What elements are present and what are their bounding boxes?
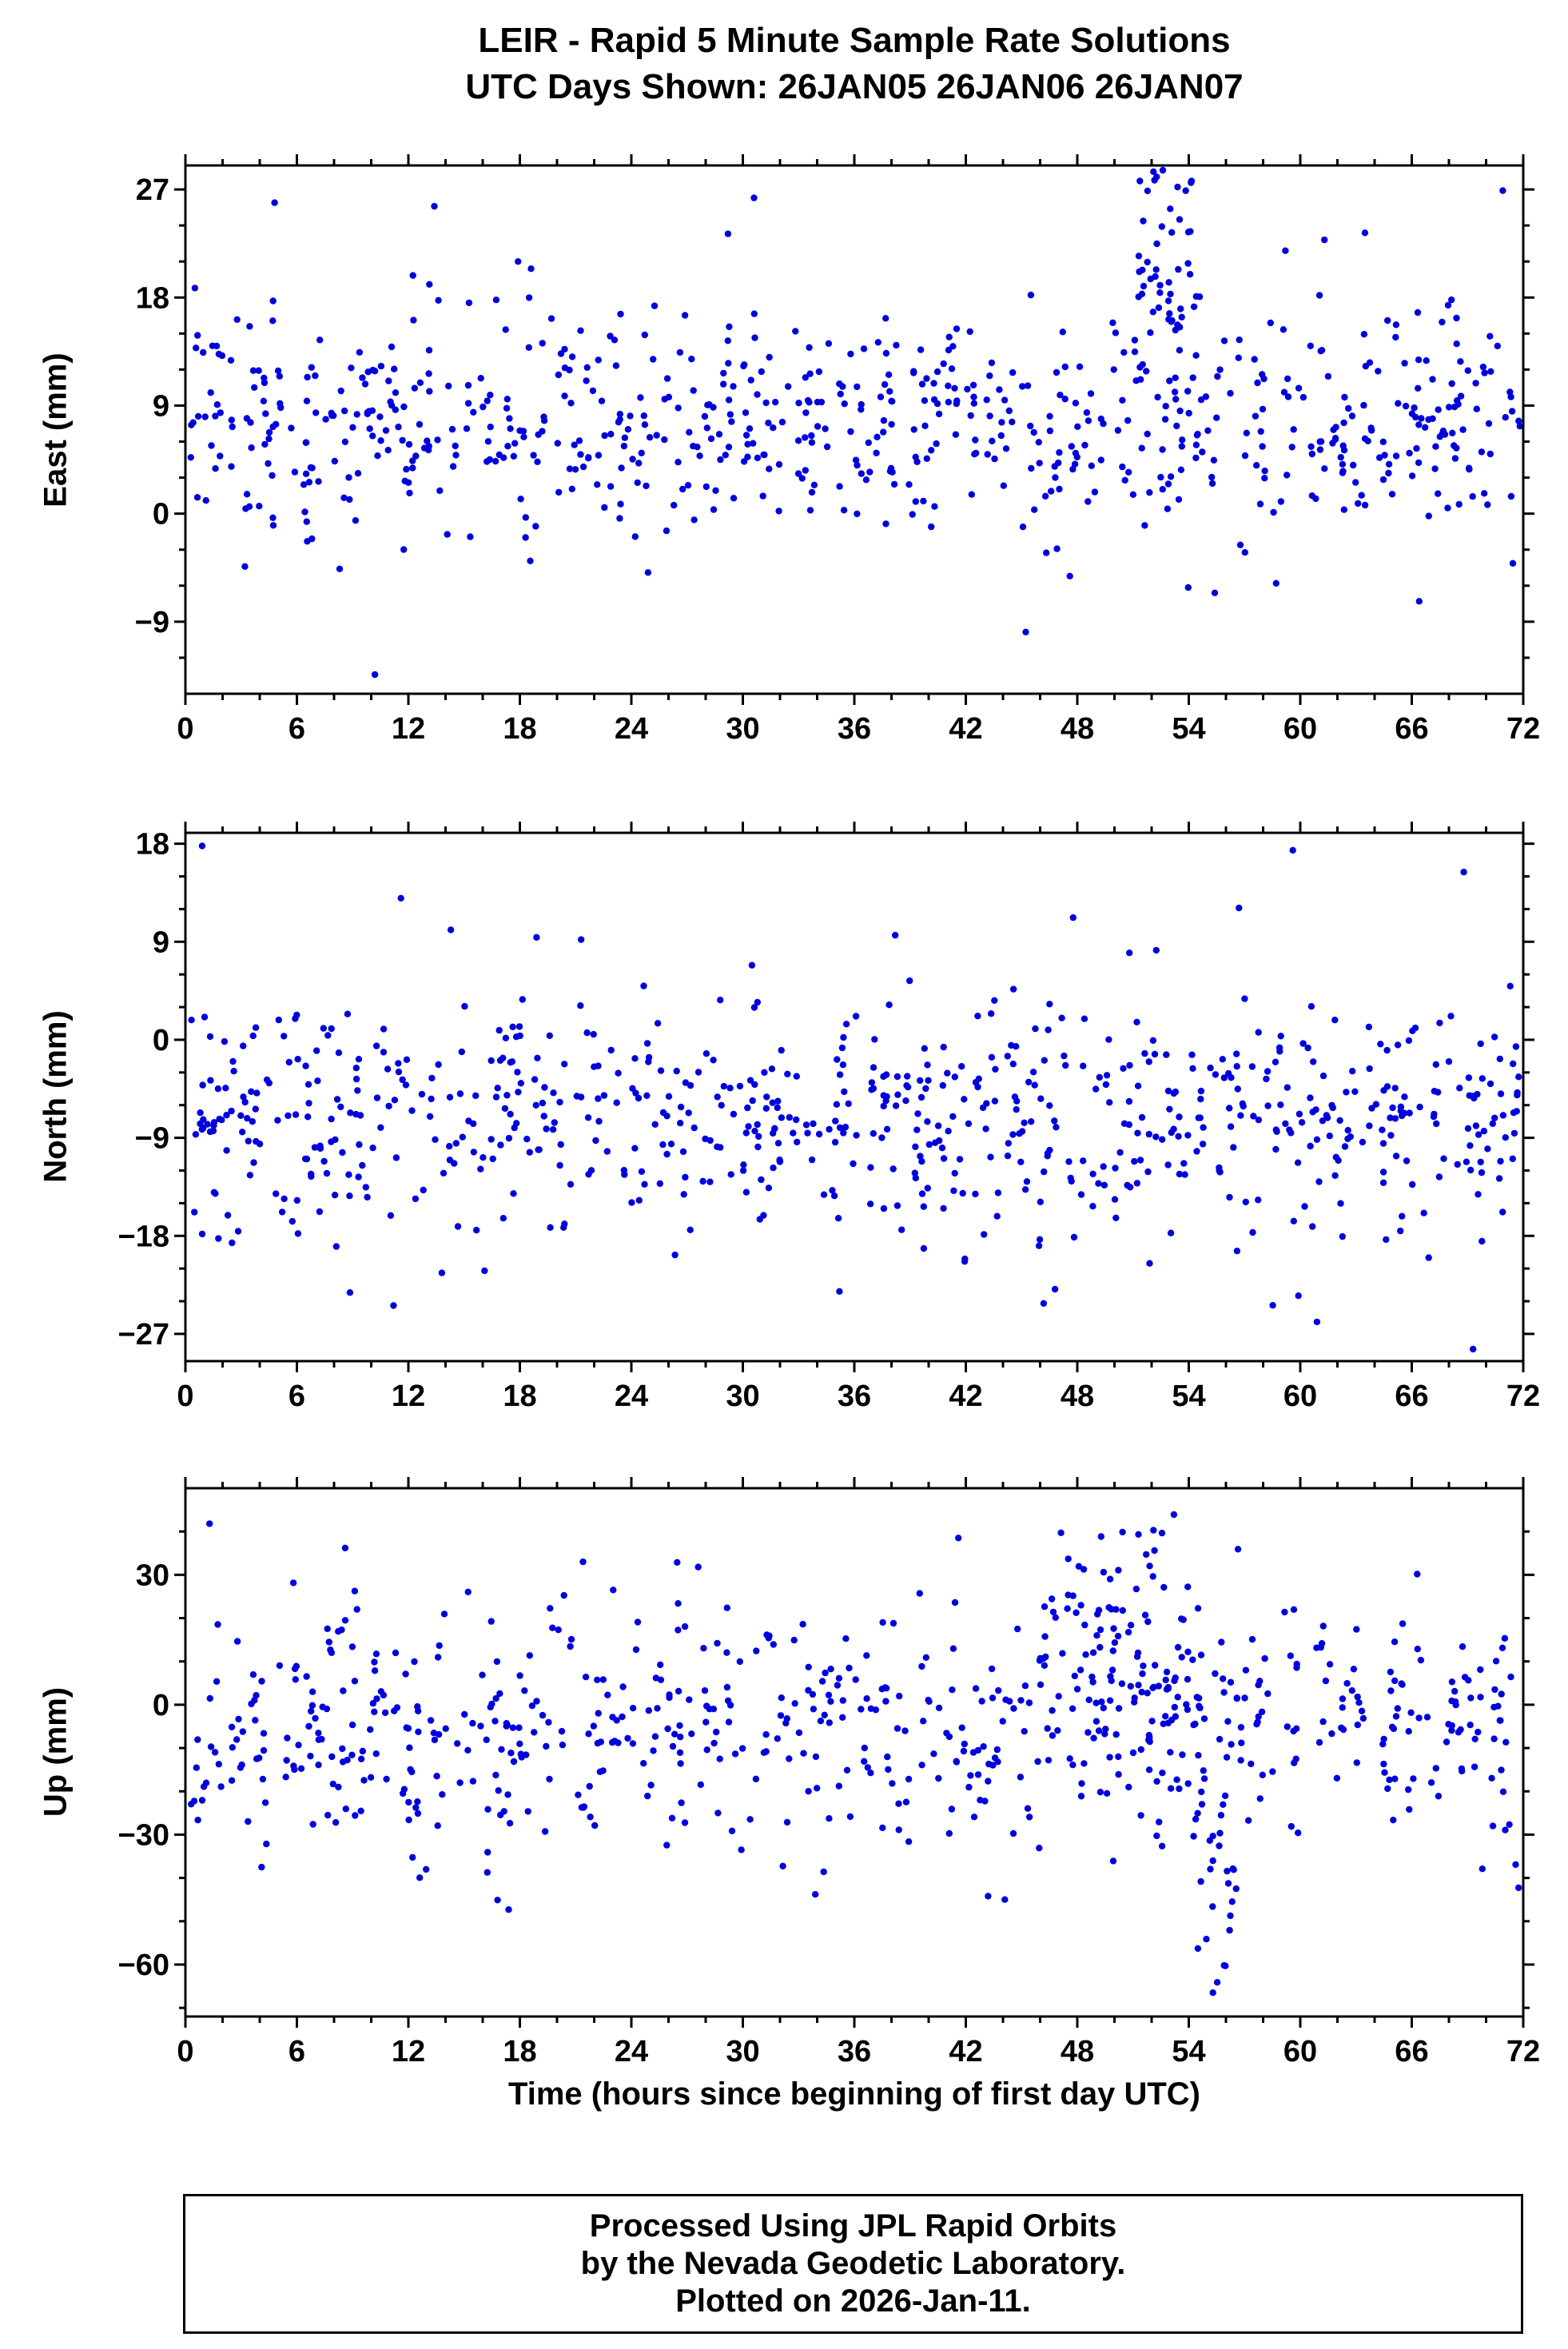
footer-line1: Processed Using JPL Rapid Orbits xyxy=(589,2208,1117,2243)
svg-text:48: 48 xyxy=(1061,712,1094,746)
svg-text:27: 27 xyxy=(136,173,169,207)
north-axis-label: North (mm) xyxy=(38,1010,74,1183)
svg-text:72: 72 xyxy=(1506,712,1540,746)
svg-text:0: 0 xyxy=(177,2035,193,2068)
panel-east: 0 6 12 18 24 30 36 42 48 54 60 66 72 −9 0 9 18 27 xyxy=(135,154,1540,746)
svg-text:72: 72 xyxy=(1506,1380,1540,1413)
svg-text:18: 18 xyxy=(503,1380,536,1413)
footer-line3: Plotted on 2026-Jan-11. xyxy=(675,2283,1031,2319)
svg-text:−60: −60 xyxy=(118,1949,169,1982)
svg-text:24: 24 xyxy=(615,1380,648,1413)
svg-text:24: 24 xyxy=(615,712,648,746)
svg-text:0: 0 xyxy=(153,498,169,532)
svg-text:66: 66 xyxy=(1395,712,1428,746)
svg-text:66: 66 xyxy=(1395,2035,1428,2068)
svg-text:18: 18 xyxy=(136,828,169,862)
svg-text:36: 36 xyxy=(838,712,871,746)
svg-text:18: 18 xyxy=(503,712,536,746)
svg-text:48: 48 xyxy=(1061,2035,1094,2068)
svg-text:0: 0 xyxy=(177,712,193,746)
up-frame xyxy=(184,1487,1525,2018)
svg-text:30: 30 xyxy=(726,2035,759,2068)
svg-text:6: 6 xyxy=(289,1380,305,1413)
svg-text:−18: −18 xyxy=(118,1220,169,1253)
footer-line2: by the Nevada Geodetic Laboratory. xyxy=(580,2246,1126,2281)
svg-text:18: 18 xyxy=(136,281,169,315)
svg-text:42: 42 xyxy=(949,712,982,746)
north-tick-labels: 0 6 12 18 24 30 36 42 48 54 60 66 72 −27 −18 −9 0 9 18 xyxy=(118,828,1541,1413)
up-axis-label: Up (mm) xyxy=(38,1686,74,1817)
svg-text:0: 0 xyxy=(153,1689,169,1722)
svg-text:72: 72 xyxy=(1506,2035,1540,2068)
svg-text:24: 24 xyxy=(615,2035,648,2068)
footer-box: Processed Using JPL Rapid Orbits by the … xyxy=(183,2194,1523,2334)
svg-text:36: 36 xyxy=(838,1380,871,1413)
svg-text:−27: −27 xyxy=(118,1318,169,1352)
svg-text:6: 6 xyxy=(289,712,305,746)
up-tick-labels: 0 6 12 18 24 30 36 42 48 54 60 66 72 −60 −30 0 30 xyxy=(118,1559,1541,2068)
svg-text:60: 60 xyxy=(1283,2035,1317,2068)
east-frame xyxy=(184,164,1525,695)
svg-text:−30: −30 xyxy=(118,1818,169,1852)
svg-text:42: 42 xyxy=(949,2035,982,2068)
svg-text:18: 18 xyxy=(503,2035,536,2068)
svg-text:30: 30 xyxy=(726,1380,759,1413)
svg-text:66: 66 xyxy=(1395,1380,1428,1413)
east-tick-labels: 0 6 12 18 24 30 36 42 48 54 60 66 72 −9 0 9 18 27 xyxy=(135,173,1540,746)
svg-text:−9: −9 xyxy=(135,1122,169,1156)
chart-title-line1: LEIR - Rapid 5 Minute Sample Rate Soluti… xyxy=(478,21,1231,60)
svg-text:6: 6 xyxy=(289,2035,305,2068)
panel-up: 0 6 12 18 24 30 36 42 48 54 60 66 72 −60 −30 0 30 xyxy=(118,1477,1541,2068)
svg-text:48: 48 xyxy=(1061,1380,1094,1413)
svg-text:12: 12 xyxy=(392,2035,425,2068)
svg-text:54: 54 xyxy=(1172,1380,1205,1413)
svg-text:30: 30 xyxy=(136,1559,169,1592)
svg-text:12: 12 xyxy=(392,1380,425,1413)
svg-text:60: 60 xyxy=(1283,1380,1317,1413)
north-frame xyxy=(184,831,1525,1363)
panel-north: 0 6 12 18 24 30 36 42 48 54 60 66 72 −27 −18 −9 0 9 18 xyxy=(118,822,1541,1413)
svg-text:54: 54 xyxy=(1172,712,1205,746)
svg-text:30: 30 xyxy=(726,712,759,746)
svg-text:0: 0 xyxy=(153,1024,169,1057)
east-axis-label: East (mm) xyxy=(38,352,74,508)
east-points xyxy=(187,166,1524,679)
time-axis-label: Time (hours since beginning of first day… xyxy=(508,2076,1200,2112)
east-ticks xyxy=(174,154,1534,705)
north-points xyxy=(188,842,1522,1353)
svg-text:36: 36 xyxy=(838,2035,871,2068)
up-points xyxy=(188,1511,1522,1997)
chart-title-line2: UTC Days Shown: 26JAN05 26JAN06 26JAN07 xyxy=(465,67,1244,106)
svg-text:42: 42 xyxy=(949,1380,982,1413)
svg-text:0: 0 xyxy=(177,1380,193,1413)
svg-text:9: 9 xyxy=(153,926,169,959)
chart-title: LEIR - Rapid 5 Minute Sample Rate Soluti… xyxy=(185,18,1523,110)
svg-text:12: 12 xyxy=(392,712,425,746)
svg-text:−9: −9 xyxy=(135,606,169,639)
svg-text:60: 60 xyxy=(1283,712,1317,746)
svg-text:54: 54 xyxy=(1172,2035,1205,2068)
svg-text:9: 9 xyxy=(153,390,169,424)
